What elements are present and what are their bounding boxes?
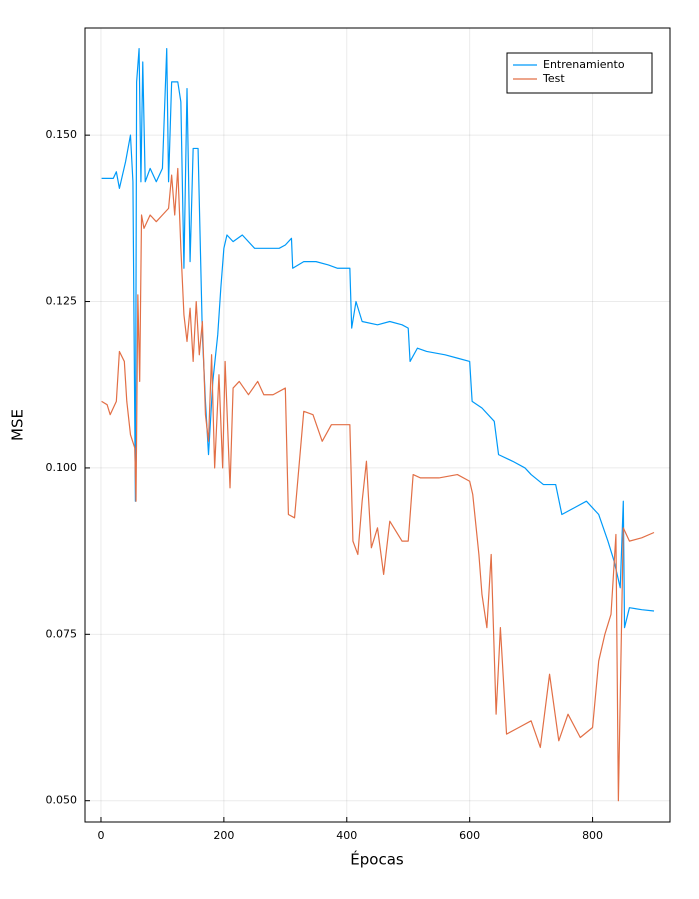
plot-frame [84,27,671,823]
x-axis-title: Épocas [350,850,404,869]
legend-label: Test [542,72,565,85]
x-tick-label: 200 [213,829,234,842]
y-tick-label: 0.100 [46,461,78,474]
y-tick-label: 0.075 [46,627,78,640]
legend-box [506,52,653,94]
y-axis-title: MSE [9,409,27,441]
legend-label: Entrenamiento [543,58,625,71]
x-tick-label: 600 [459,829,480,842]
series-line [101,167,655,802]
x-tick-label: 0 [97,829,104,842]
y-tick-label: 0.125 [46,295,78,308]
x-tick-label: 800 [582,829,603,842]
y-tick-label: 0.150 [46,128,78,141]
y-tick-label: 0.050 [46,794,78,807]
x-tick-label: 400 [336,829,357,842]
series-line [101,48,655,629]
